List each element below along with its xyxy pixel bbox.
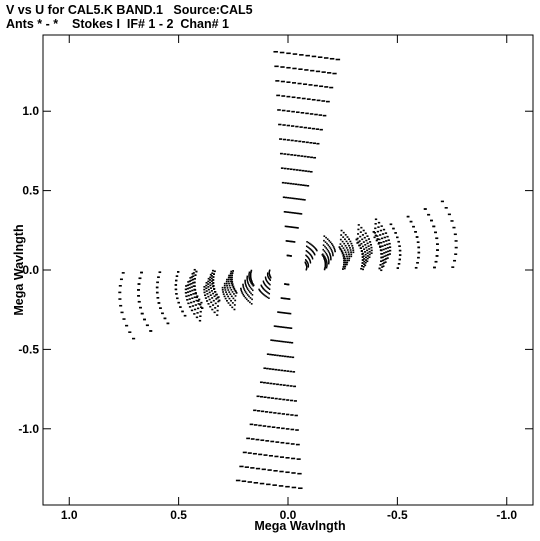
y-axis-label: Mega Wavlngth (12, 224, 26, 315)
x-tick-label: -1.0 (496, 508, 517, 522)
plot-frame (42, 34, 534, 506)
chart-title: V vs U for CAL5.K BAND.1 Source:CAL5 (6, 3, 253, 17)
x-axis-label: Mega Wavlngth (254, 519, 345, 533)
x-tick-label: 0.0 (280, 508, 297, 522)
x-tick-label: -0.5 (387, 508, 408, 522)
axis-ticks: 1.0 0.5 0.0 -0.5 -1.0 1.0 0.5 0.0 -0.5 -1.0 (18, 35, 533, 522)
x-tick-label: 1.0 (61, 508, 78, 522)
x-tick-label: 0.5 (170, 508, 187, 522)
y-tick-label: 0.5 (22, 184, 39, 198)
y-tick-label: 0.0 (22, 263, 39, 277)
chart-subtitle: Ants * - * Stokes I IF# 1 - 2 Chan# 1 (6, 17, 229, 31)
y-tick-label: 1.0 (22, 104, 39, 118)
y-tick-label: -1.0 (18, 422, 39, 436)
uv-points (118, 50, 458, 490)
y-tick-label: -0.5 (18, 342, 39, 356)
